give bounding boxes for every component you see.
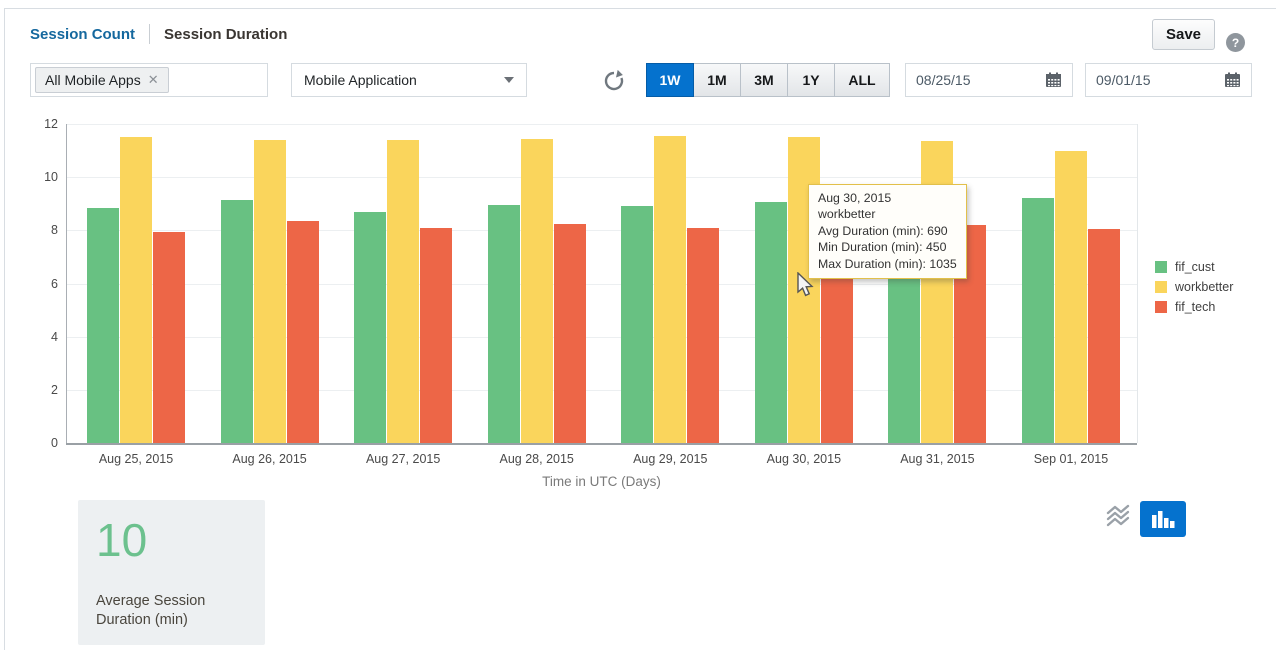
x-tick-label-6: Aug 31, 2015 [900,452,975,466]
card-label: Average Session Duration (min) [96,593,206,628]
gridline-10 [66,177,1137,179]
x-axis-title: Time in UTC (Days) [542,474,661,489]
bar-fif_tech-sep-01-2015[interactable] [1087,229,1120,443]
bar-fif_cust-aug-30-2015[interactable] [754,202,787,443]
tooltip-series: workbetter [818,207,876,222]
top-tabs: Session Count Session Duration [30,24,287,44]
gridline-2 [66,389,1137,391]
dimension-dropdown-value: Mobile Application [304,72,417,88]
calendar-icon[interactable] [1224,72,1241,88]
tooltip-min: Min Duration (min): 450 [818,240,947,255]
bar-fif_cust-aug-27-2015[interactable] [354,211,387,443]
range-button-3m[interactable]: 3M [740,63,788,97]
bar-fif_cust-aug-28-2015[interactable] [487,205,520,443]
tooltip-avg: Avg Duration (min): 690 [818,223,948,238]
x-tick-label-0: Aug 25, 2015 [98,452,174,466]
legend-item-fif_cust[interactable]: fif_cust [1155,257,1233,277]
legend-swatch-workbetter [1155,281,1167,293]
bar-chart-icon [1152,511,1175,528]
tooltip-date: Aug 30, 2015 [818,191,892,205]
y-tick-label-8: 8 [51,223,58,238]
bar-workbetter-aug-27-2015[interactable] [387,139,420,443]
time-range-buttons: 1W 1M 3M 1Y ALL [646,63,890,97]
gridline-8 [66,230,1137,232]
bar-fif_cust-aug-29-2015[interactable] [621,206,654,443]
bar-fif_cust-aug-26-2015[interactable] [220,199,253,443]
tab-divider [149,24,151,44]
x-tick-label-2: Aug 27, 2015 [365,452,441,466]
legend-label-workbetter: workbetter [1175,280,1234,294]
end-date-value: 09/01/15 [1096,72,1151,88]
bar-fif_cust-sep-01-2015[interactable] [1021,198,1054,443]
y-tick-label-12: 12 [44,117,58,131]
tooltip-max: Max Duration (min): 1035 [818,256,957,271]
start-date-input[interactable]: 08/25/15 [905,63,1073,97]
y-tick-label-10: 10 [44,170,58,185]
app-filter-input[interactable]: All Mobile Apps ✕ [30,63,268,97]
bar-workbetter-aug-25-2015[interactable] [120,137,152,443]
average-session-duration-card: 10 Average Session Duration (min) [78,500,265,645]
bar-workbetter-aug-28-2015[interactable] [520,138,553,443]
bar-fif_tech-aug-29-2015[interactable] [687,227,720,443]
legend-item-workbetter[interactable]: workbetter [1155,277,1233,297]
refresh-icon[interactable] [602,69,626,93]
x-tick-label-7: Sep 01, 2015 [1033,452,1109,466]
stream-waves-icon[interactable] [1104,503,1136,535]
app-filter-chip-label: All Mobile Apps [45,72,141,88]
save-button[interactable]: Save [1152,19,1215,50]
x-tick-label-3: Aug 28, 2015 [499,452,574,466]
chart-legend: fif_cust workbetter fif_tech [1155,257,1233,317]
calendar-icon[interactable] [1045,72,1062,88]
plot-right-edge [1137,124,1138,443]
app-filter-chip[interactable]: All Mobile Apps ✕ [35,67,169,93]
legend-label-fif_cust: fif_cust [1175,260,1215,274]
end-date-input[interactable]: 09/01/15 [1085,63,1252,97]
start-date-value: 08/25/15 [916,72,971,88]
legend-swatch-fif_tech [1155,301,1167,313]
help-icon[interactable]: ? [1226,33,1245,52]
mouse-cursor [797,272,814,297]
dimension-dropdown[interactable]: Mobile Application [291,63,527,97]
y-tick-label-4: 4 [51,329,58,344]
legend-swatch-fif_cust [1155,261,1167,273]
y-tick-label-2: 2 [51,382,58,397]
bar-fif_tech-aug-25-2015[interactable] [153,231,185,443]
chip-close-icon[interactable]: ✕ [147,72,159,87]
card-value: 10 [96,514,148,566]
x-tick-label-5: Aug 30, 2015 [766,452,842,466]
gridline-12 [66,124,1137,125]
bar-chart-view-button[interactable] [1140,501,1186,537]
y-axis-line [66,124,67,443]
chevron-down-icon [504,77,514,83]
legend-item-fif_tech[interactable]: fif_tech [1155,297,1233,317]
bar-fif_tech-aug-27-2015[interactable] [420,227,453,443]
bar-workbetter-sep-01-2015[interactable] [1054,150,1087,443]
x-tick-label-1: Aug 26, 2015 [232,452,307,466]
range-button-all[interactable]: ALL [834,63,890,97]
x-tick-label-4: Aug 29, 2015 [633,452,708,466]
range-button-1w[interactable]: 1W [646,63,694,97]
bar-fif_tech-aug-26-2015[interactable] [286,221,319,443]
legend-label-fif_tech: fif_tech [1175,300,1216,314]
x-axis-line [66,443,1137,445]
bar-workbetter-aug-29-2015[interactable] [654,135,687,443]
gridline-4 [66,336,1137,338]
tab-session-duration[interactable]: Session Duration [164,25,288,43]
tab-session-count[interactable]: Session Count [30,25,136,43]
bar-workbetter-aug-26-2015[interactable] [253,139,286,443]
gridline-6 [66,283,1137,285]
y-tick-label-0: 0 [51,436,58,450]
chart-tooltip: Aug 30, 2015 workbetter Avg Duration (mi… [808,184,967,280]
bar-fif_tech-aug-28-2015[interactable] [553,223,586,443]
y-tick-label-6: 6 [51,276,58,291]
bar-fif_cust-aug-25-2015[interactable] [87,207,119,443]
